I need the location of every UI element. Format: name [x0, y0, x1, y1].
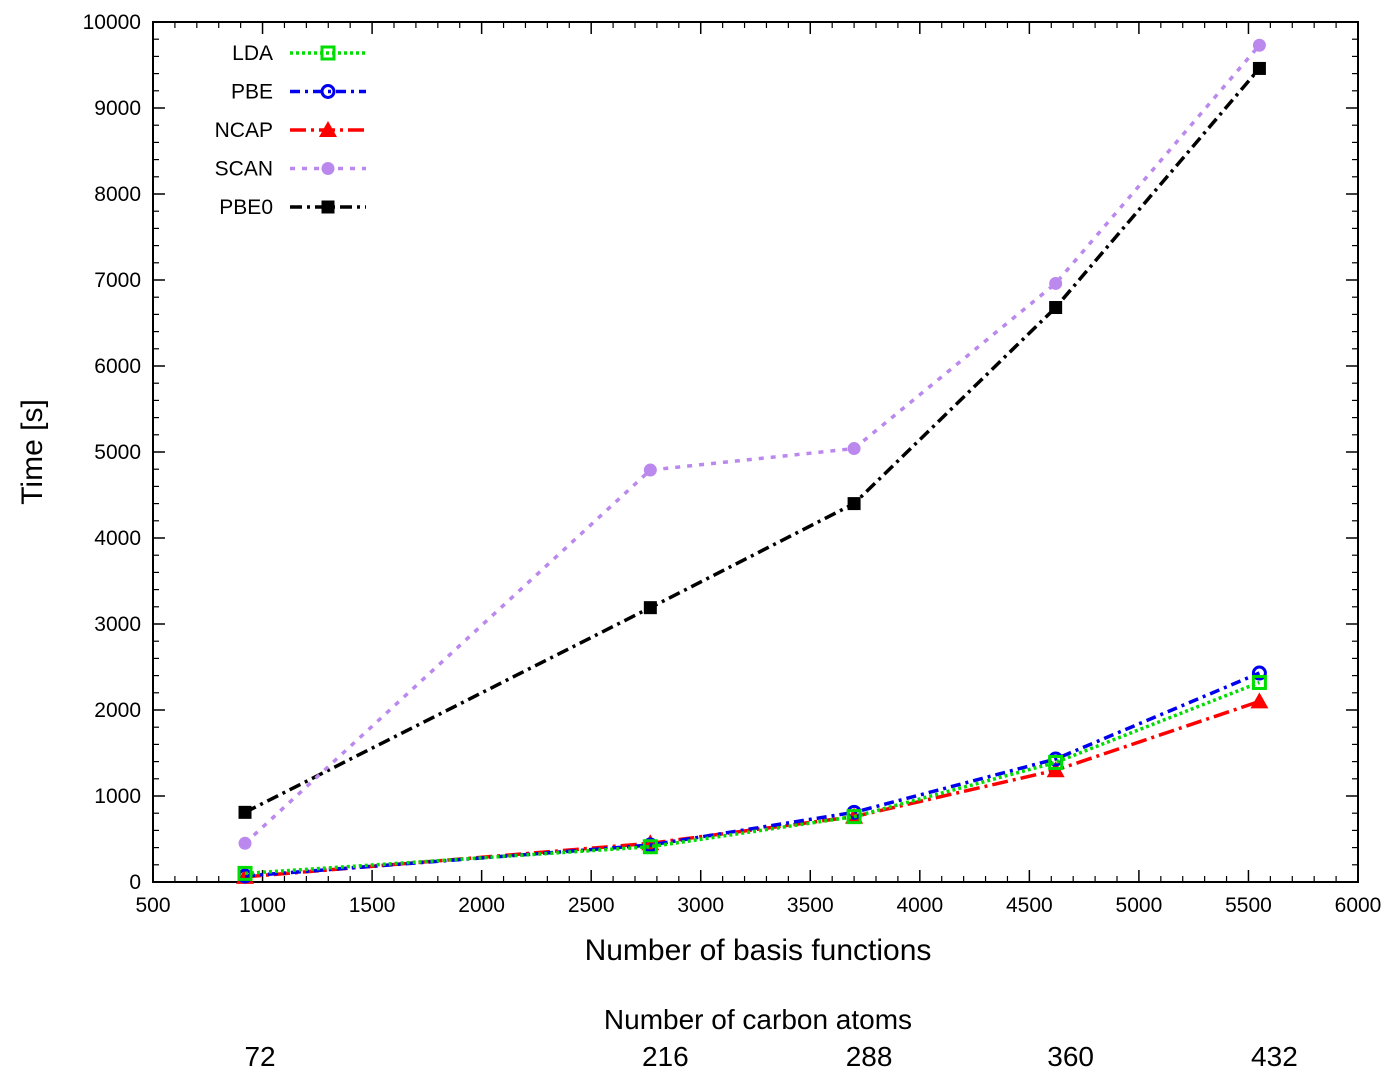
legend-item-ncap: NCAP [215, 119, 366, 142]
secondary-axis-title: Number of carbon atoms [604, 1004, 912, 1035]
x-axis-title: Number of basis functions [585, 934, 932, 967]
data-point-scan [643, 463, 657, 477]
y-tick-label: 4000 [94, 527, 141, 550]
legend-item-pbe0: PBE0 [219, 196, 366, 219]
legend-label-pbe0: PBE0 [219, 196, 273, 219]
data-point-scan [1252, 38, 1266, 52]
legend-label-ncap: NCAP [215, 119, 273, 142]
x-tick-label: 2500 [568, 894, 615, 917]
y-tick-label: 6000 [94, 355, 141, 378]
series-scan [238, 38, 1266, 850]
series-line-lda [244, 680, 1261, 876]
series-layer [236, 38, 1269, 884]
y-axis: 0 1000 2000 3000 4000 5000 6000 7000 8000 9000 100… [83, 11, 1358, 894]
legend-label-pbe: PBE [231, 81, 273, 104]
x-tick-label: 4500 [1006, 894, 1053, 917]
y-tick-label: 7000 [94, 269, 141, 292]
legend-label-scan: SCAN [215, 158, 273, 181]
legend-marker-scan [321, 162, 335, 175]
y-tick-label: 3000 [94, 613, 141, 636]
secondary-tick-label: 360 [1047, 1041, 1094, 1071]
data-point-scan [847, 442, 861, 456]
series-pbe [237, 665, 1267, 884]
data-point-pbe0 [238, 805, 252, 819]
data-point-lda [1048, 754, 1064, 770]
y-tick-label: 1000 [94, 785, 141, 808]
x-tick-label: 1500 [349, 894, 396, 917]
series-ncap [236, 692, 1269, 884]
data-point-pbe0 [847, 497, 861, 511]
x-tick-label: 3000 [677, 894, 724, 917]
y-tick-label: 8000 [94, 183, 141, 206]
data-point-lda [642, 839, 658, 855]
data-point-pbe0 [1252, 61, 1266, 75]
series-lda [237, 674, 1267, 881]
secondary-tick-label: 216 [642, 1041, 689, 1071]
x-tick-label: 2000 [458, 894, 505, 917]
data-point-lda [1251, 674, 1267, 690]
x-tick-label: 4000 [896, 894, 943, 917]
x-tick-label: 500 [135, 894, 170, 917]
series-line-scan [243, 44, 1261, 845]
secondary-tick-label: 288 [846, 1041, 893, 1071]
x-tick-label: 5000 [1116, 894, 1163, 917]
plot-frame [152, 21, 1359, 883]
secondary-tick-label: 72 [244, 1041, 275, 1071]
legend-item-scan: SCAN [215, 158, 366, 181]
x-tick-label: 5500 [1225, 894, 1272, 917]
series-line-pbe0 [244, 67, 1261, 814]
data-point-scan [1049, 276, 1063, 290]
y-tick-label: 10000 [83, 11, 141, 34]
legend-marker-pbe0 [321, 200, 335, 214]
legend-item-pbe: PBE [231, 81, 366, 104]
series-line-ncap [244, 699, 1260, 879]
x-tick-label: 3500 [787, 894, 834, 917]
legend-label-lda: LDA [232, 42, 273, 65]
x-axis: 500 1000 1500 2000 2500 3000 3500 4000 4500 5000 5… [135, 22, 1381, 917]
data-point-pbe [1251, 665, 1267, 681]
x-tick-label: 6000 [1335, 894, 1382, 917]
legend: LDA PBE NCAP SCAN PBE0 [215, 42, 366, 219]
x-tick-label: 1000 [239, 894, 286, 917]
legend-marker-lda [320, 45, 336, 61]
data-point-pbe0 [1049, 301, 1063, 315]
secondary-tick-label: 432 [1251, 1041, 1298, 1071]
y-tick-label: 5000 [94, 441, 141, 464]
legend-marker-pbe [320, 84, 336, 99]
secondary-axis-ticks: 72 216 288 360 432 [244, 1041, 1297, 1071]
y-tick-label: 0 [129, 871, 141, 894]
data-point-scan [238, 836, 252, 850]
data-point-lda [846, 809, 862, 825]
data-point-lda [237, 865, 253, 881]
y-axis-title: Time [s] [16, 399, 49, 505]
legend-marker-ncap [319, 121, 337, 137]
series-pbe0 [238, 61, 1266, 819]
y-tick-label: 2000 [94, 699, 141, 722]
y-tick-label: 9000 [94, 97, 141, 120]
legend-item-lda: LDA [232, 42, 366, 65]
data-point-pbe0 [643, 601, 657, 615]
data-point-ncap [1250, 692, 1269, 709]
